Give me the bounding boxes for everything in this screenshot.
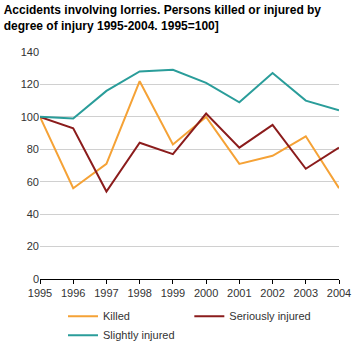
svg-text:1998: 1998 xyxy=(127,287,151,299)
svg-text:20: 20 xyxy=(27,240,39,252)
svg-text:1995: 1995 xyxy=(28,287,52,299)
svg-text:Slightly injured: Slightly injured xyxy=(103,329,175,341)
svg-text:1997: 1997 xyxy=(94,287,118,299)
svg-text:2004: 2004 xyxy=(327,287,351,299)
svg-text:2002: 2002 xyxy=(260,287,284,299)
svg-text:140: 140 xyxy=(21,46,39,58)
svg-text:0: 0 xyxy=(33,273,39,285)
svg-text:2001: 2001 xyxy=(227,287,251,299)
svg-text:120: 120 xyxy=(21,78,39,90)
svg-text:Accidents involving lorries. P: Accidents involving lorries. Persons kil… xyxy=(4,3,322,33)
svg-text:1999: 1999 xyxy=(161,287,185,299)
svg-text:40: 40 xyxy=(27,208,39,220)
svg-text:2003: 2003 xyxy=(294,287,318,299)
svg-text:2000: 2000 xyxy=(194,287,218,299)
svg-text:1996: 1996 xyxy=(61,287,85,299)
svg-text:Seriously injured: Seriously injured xyxy=(229,310,310,322)
svg-text:60: 60 xyxy=(27,176,39,188)
svg-text:80: 80 xyxy=(27,143,39,155)
svg-text:Killed: Killed xyxy=(103,310,130,322)
svg-text:100: 100 xyxy=(21,111,39,123)
